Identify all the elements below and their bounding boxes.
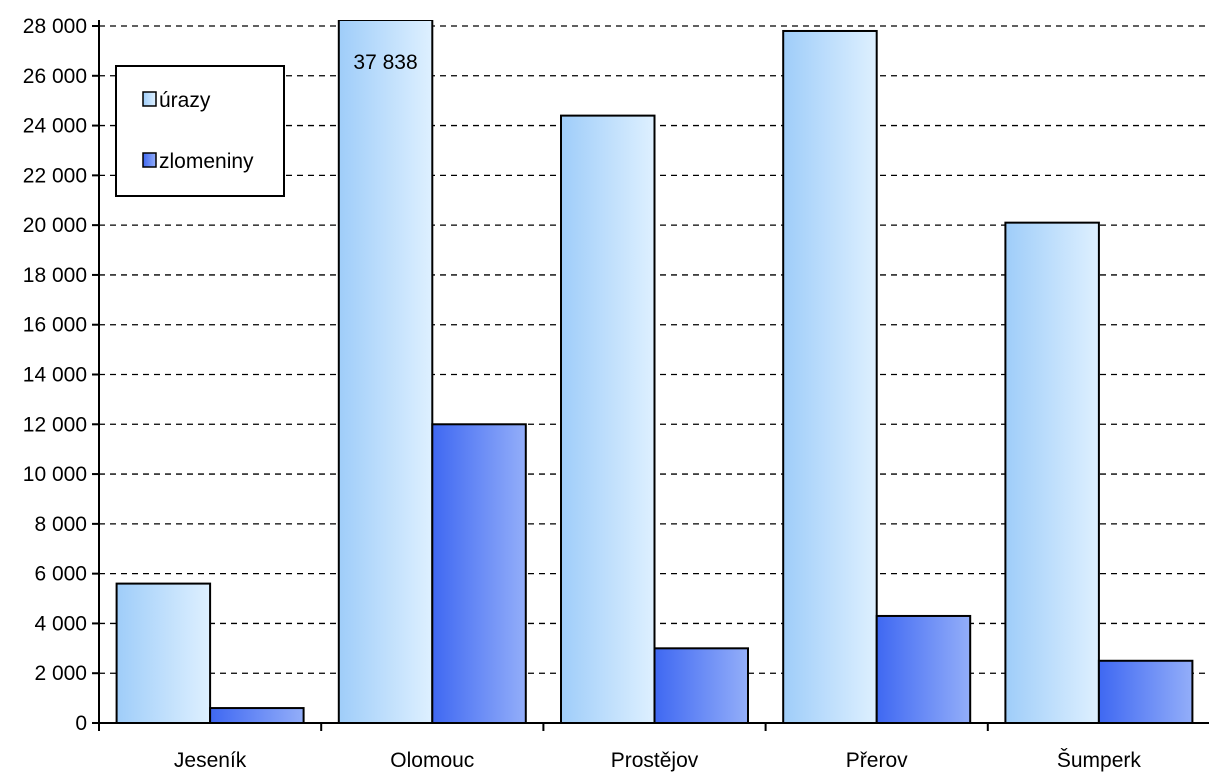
- x-tick-label: Jeseník: [174, 749, 247, 772]
- legend-label-zlomeniny: zlomeniny: [159, 150, 254, 173]
- axes: [92, 20, 1209, 731]
- y-tick-label: 26 000: [23, 65, 87, 88]
- x-tick-label: Přerov: [846, 749, 908, 772]
- legend-swatch-zlomeniny: [142, 152, 157, 168]
- bar-urazy: [115, 582, 212, 724]
- y-tick-label: 14 000: [23, 364, 87, 387]
- bar-urazy: [1004, 221, 1100, 724]
- bar-urazy: [560, 114, 656, 724]
- bars: [115, 20, 1194, 724]
- data-label: 37 838: [353, 51, 417, 74]
- x-tick-label: Olomouc: [390, 749, 474, 772]
- legend-swatch-urazy: [142, 91, 157, 107]
- bar-zlomeniny: [431, 423, 527, 724]
- y-tick-label: 22 000: [23, 164, 87, 187]
- y-tick-label: 16 000: [23, 314, 87, 337]
- x-tick-label: Prostějov: [611, 749, 699, 772]
- bar-zlomeniny: [209, 707, 305, 724]
- y-tick-label: 28 000: [23, 15, 87, 38]
- y-tick-label: 12 000: [23, 413, 87, 436]
- bar-urazy: [782, 29, 878, 724]
- bar-zlomeniny: [1097, 659, 1194, 724]
- bar-zlomeniny: [653, 647, 749, 724]
- legend-frame: [115, 65, 285, 197]
- legend: úrazy zlomeniny: [115, 65, 285, 197]
- x-tick-label: Šumperk: [1057, 749, 1142, 772]
- y-tick-label: 0: [75, 712, 87, 735]
- y-tick-label: 18 000: [23, 264, 87, 287]
- bar-zlomeniny: [875, 614, 972, 724]
- labels: 0 2 000 4 000 6 000 8 000 10 000 12 000 14 000 1…: [23, 15, 1142, 772]
- y-tick-label: 2 000: [34, 662, 87, 685]
- y-tick-label: 10 000: [23, 463, 87, 486]
- y-tick-label: 24 000: [23, 115, 87, 138]
- y-tick-label: 20 000: [23, 214, 87, 237]
- y-tick-label: 4 000: [34, 612, 87, 635]
- y-tick-label: 8 000: [34, 513, 87, 536]
- y-tick-label: 6 000: [34, 563, 87, 586]
- bar-urazy: [337, 20, 434, 724]
- legend-label-urazy: úrazy: [159, 89, 211, 112]
